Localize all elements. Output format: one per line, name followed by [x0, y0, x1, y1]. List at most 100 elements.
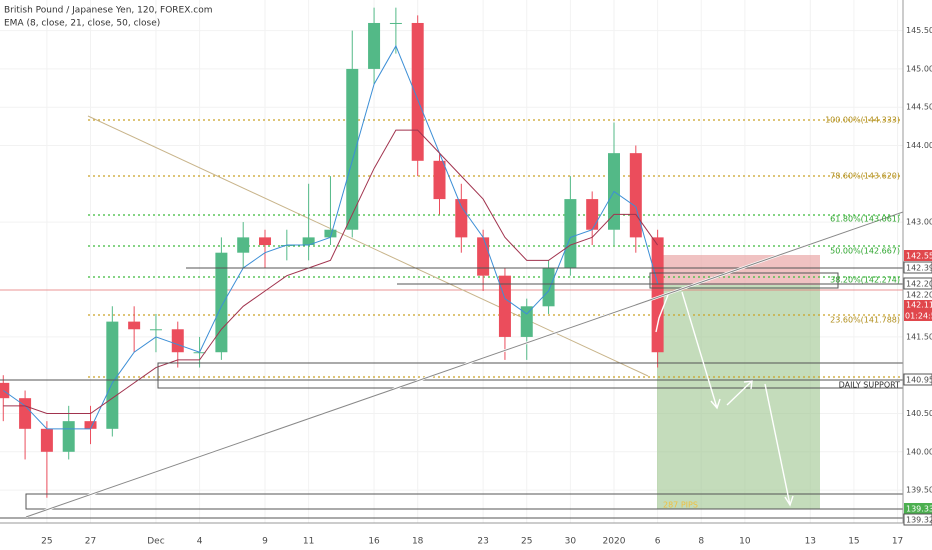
candle-body [84, 421, 97, 429]
candle-body [542, 268, 555, 307]
candle-body [433, 160, 446, 200]
x-tick-label: 13 [805, 537, 816, 547]
candle-body [564, 199, 577, 269]
y-tick-label: 139.500 [906, 486, 932, 495]
ema-line [3, 129, 659, 414]
candle-body [302, 237, 315, 246]
tag-bg [904, 250, 932, 261]
candle-body [215, 252, 228, 353]
x-tick-label: 23 [477, 537, 488, 547]
candle-body [346, 68, 359, 230]
candle-body [586, 199, 599, 230]
countdown: 01:24:58 [905, 312, 932, 321]
y-tick-label: 140.500 [906, 409, 932, 418]
x-tick-label: 18 [412, 537, 424, 547]
candle-body [324, 229, 337, 238]
candle-body [19, 398, 32, 429]
tag-bg [904, 503, 932, 514]
y-tick-label: 144.000 [906, 141, 932, 150]
candle-body [128, 321, 141, 330]
tag-bg [903, 277, 932, 290]
price-tag: 139.331 [906, 505, 932, 514]
fib-label: 50.00%(142.667) [830, 247, 900, 256]
price-tag: 142.207 [906, 280, 932, 289]
candle-body [389, 22, 402, 24]
price-tag: 142.206 [906, 291, 932, 300]
fib-label: 38.20%(142.274) [830, 276, 900, 285]
arrow [681, 291, 718, 409]
fib-label: 100.00%(144.333) [825, 116, 900, 125]
price-tag: 140.955 [906, 376, 932, 385]
candle-body [171, 329, 184, 353]
tag-bg [903, 373, 932, 386]
pips-label: 287 PIPS [663, 501, 698, 510]
candle-body [477, 237, 490, 276]
x-tick-label: 16 [368, 537, 380, 547]
tag-bg [903, 261, 932, 274]
price-tag: 142.111 [906, 301, 932, 310]
y-tick-label: 143.000 [906, 218, 932, 227]
x-tick-label: 4 [197, 537, 203, 547]
target-zone [657, 285, 820, 509]
indicator-label: EMA (8, close, 21, close, 50, close) [4, 19, 160, 29]
arrow-head [743, 380, 753, 390]
chart-title: British Pound / Japanese Yen, 120, FOREX… [4, 6, 213, 16]
x-tick-label: 6 [655, 537, 661, 547]
y-tick-label: 144.500 [906, 103, 932, 112]
candle-body [498, 275, 511, 337]
x-tick-label: 9 [262, 537, 268, 547]
price-tag: 142.393 [906, 264, 932, 273]
candle-body [520, 306, 533, 337]
price-tag: 139.321 [906, 516, 932, 525]
time-axis [0, 523, 932, 550]
arrow-head [710, 398, 721, 410]
y-tick-label: 145.500 [906, 26, 932, 35]
candle-body [62, 421, 75, 452]
x-tick-label: 30 [565, 537, 577, 547]
candle-body [259, 237, 272, 246]
candle-body [40, 428, 53, 452]
x-tick-label: Dec [147, 537, 164, 547]
support-label: DAILY SUPPORT [839, 381, 901, 390]
x-tick-label: 17 [892, 537, 903, 547]
trendline [25, 211, 904, 518]
price-tags: 142.559 142.393 142.207 142.206 142.111 … [903, 250, 932, 526]
arrow [655, 294, 669, 333]
arrow [764, 383, 791, 506]
x-tick-label: 8 [698, 537, 704, 547]
x-tick-label: 2020 [603, 537, 626, 547]
candle-body [455, 199, 468, 238]
fib-label: 23.60%(141.788) [830, 316, 900, 325]
x-tick-label: 25 [521, 537, 532, 547]
y-tick-label: 140.000 [906, 447, 932, 456]
price-axis [903, 0, 932, 550]
x-tick-label: 15 [848, 537, 859, 547]
fib-label: 78.60%(143.620) [830, 172, 900, 181]
candle-body [0, 382, 10, 399]
candle-body [651, 237, 664, 353]
fib-label: 61.80%(143.061) [830, 215, 900, 224]
arrows [655, 291, 794, 507]
candle-body [106, 321, 119, 429]
x-tick-label: 11 [303, 537, 314, 547]
tag-bg [903, 513, 932, 526]
arrow [726, 380, 753, 406]
price-tag: 142.559 [906, 252, 932, 261]
axis-ticks: 145.500 145.000 144.500 144.000 143.000 141.5… [41, 26, 932, 546]
arrow-head [784, 495, 794, 507]
x-tick-label: 25 [41, 537, 52, 547]
x-tick-label: 27 [85, 537, 96, 547]
candle-body [411, 22, 424, 161]
ema-line [2, 44, 659, 430]
candle-body [368, 22, 381, 69]
y-tick-label: 145.000 [906, 64, 932, 73]
candle-body [629, 153, 642, 238]
candle-body [149, 329, 162, 331]
x-tick-label: 10 [739, 537, 751, 547]
tag-bg [904, 300, 932, 321]
y-tick-label: 141.500 [906, 332, 932, 341]
candle-body [237, 237, 250, 253]
candles [0, 7, 664, 498]
entry-box [649, 272, 839, 289]
